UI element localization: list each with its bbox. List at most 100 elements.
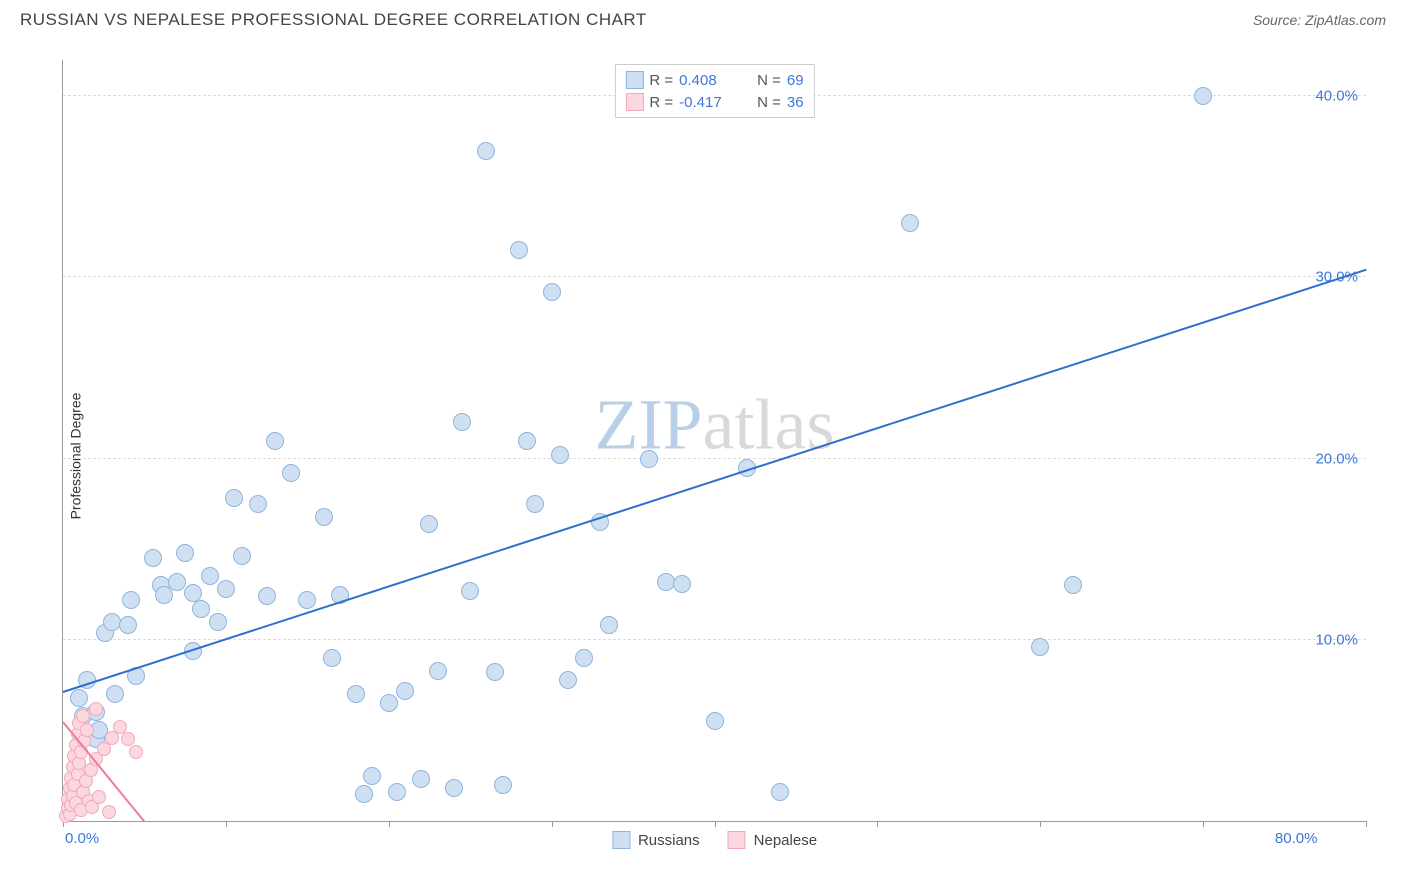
r-value: 0.408 (679, 72, 739, 89)
gridline (63, 276, 1366, 277)
legend-label: Russians (638, 832, 700, 849)
legend-label: Nepalese (754, 832, 817, 849)
data-point (1031, 638, 1049, 656)
r-label: R = (649, 72, 673, 89)
data-point (477, 142, 495, 160)
data-point (551, 446, 569, 464)
data-point (412, 770, 430, 788)
data-point (706, 712, 724, 730)
data-point (102, 805, 116, 819)
y-tick-label: 20.0% (1315, 450, 1358, 467)
x-tick-label: 0.0% (65, 830, 99, 847)
data-point (103, 613, 121, 631)
source-name: ZipAtlas.com (1305, 12, 1386, 28)
series-legend-item: Nepalese (728, 831, 817, 849)
source-attribution: Source: ZipAtlas.com (1253, 12, 1386, 28)
data-point (543, 283, 561, 301)
data-point (89, 702, 103, 716)
legend-swatch (625, 71, 643, 89)
data-point (575, 649, 593, 667)
data-point (559, 671, 577, 689)
data-point (486, 663, 504, 681)
data-point (233, 547, 251, 565)
data-point (144, 549, 162, 567)
data-point (282, 464, 300, 482)
y-tick-label: 40.0% (1315, 88, 1358, 105)
data-point (225, 489, 243, 507)
data-point (129, 745, 143, 759)
x-tick (226, 821, 227, 827)
correlation-legend: R = 0.408 N = 69R = -0.417 N = 36 (614, 64, 814, 118)
trend-line (63, 268, 1367, 692)
data-point (80, 723, 94, 737)
data-point (1194, 87, 1212, 105)
watermark-atlas: atlas (703, 385, 835, 465)
x-tick (389, 821, 390, 827)
legend-row: R = 0.408 N = 69 (625, 69, 803, 91)
series-legend: Russians Nepalese (612, 831, 817, 849)
data-point (119, 616, 137, 634)
data-point (347, 685, 365, 703)
source-prefix: Source: (1253, 12, 1305, 28)
data-point (323, 649, 341, 667)
data-point (315, 508, 333, 526)
data-point (673, 575, 691, 593)
data-point (526, 495, 544, 513)
data-point (461, 582, 479, 600)
data-point (355, 785, 373, 803)
data-point (121, 732, 135, 746)
chart-title: RUSSIAN VS NEPALESE PROFESSIONAL DEGREE … (20, 10, 647, 30)
scatter-plot: ZIPatlas R = 0.408 N = 69R = -0.417 N = … (62, 60, 1366, 822)
series-legend-item: Russians (612, 831, 700, 849)
data-point (380, 694, 398, 712)
data-point (92, 790, 106, 804)
data-point (176, 544, 194, 562)
n-label: N = (757, 94, 781, 111)
data-point (494, 776, 512, 794)
x-tick (1203, 821, 1204, 827)
data-point (209, 613, 227, 631)
data-point (168, 573, 186, 591)
data-point (249, 495, 267, 513)
data-point (901, 214, 919, 232)
data-point (363, 767, 381, 785)
legend-swatch (728, 831, 746, 849)
data-point (266, 432, 284, 450)
x-tick (1040, 821, 1041, 827)
x-tick (1366, 821, 1367, 827)
legend-swatch (612, 831, 630, 849)
data-point (113, 720, 127, 734)
data-point (1064, 576, 1082, 594)
r-value: -0.417 (679, 94, 739, 111)
x-tick (877, 821, 878, 827)
data-point (429, 662, 447, 680)
data-point (396, 682, 414, 700)
data-point (657, 573, 675, 591)
header: RUSSIAN VS NEPALESE PROFESSIONAL DEGREE … (0, 0, 1406, 34)
legend-swatch (625, 93, 643, 111)
chart-container: Professional Degree ZIPatlas R = 0.408 N… (20, 40, 1386, 872)
legend-row: R = -0.417 N = 36 (625, 91, 803, 113)
data-point (445, 779, 463, 797)
data-point (640, 450, 658, 468)
data-point (76, 709, 90, 723)
data-point (453, 413, 471, 431)
data-point (510, 241, 528, 259)
data-point (388, 783, 406, 801)
y-tick-label: 10.0% (1315, 631, 1358, 648)
x-tick (552, 821, 553, 827)
data-point (298, 591, 316, 609)
data-point (518, 432, 536, 450)
gridline (63, 458, 1366, 459)
data-point (201, 567, 219, 585)
data-point (122, 591, 140, 609)
n-value: 69 (787, 72, 804, 89)
data-point (600, 616, 618, 634)
r-label: R = (649, 94, 673, 111)
n-value: 36 (787, 94, 804, 111)
n-label: N = (757, 72, 781, 89)
data-point (217, 580, 235, 598)
data-point (420, 515, 438, 533)
data-point (192, 600, 210, 618)
gridline (63, 639, 1366, 640)
